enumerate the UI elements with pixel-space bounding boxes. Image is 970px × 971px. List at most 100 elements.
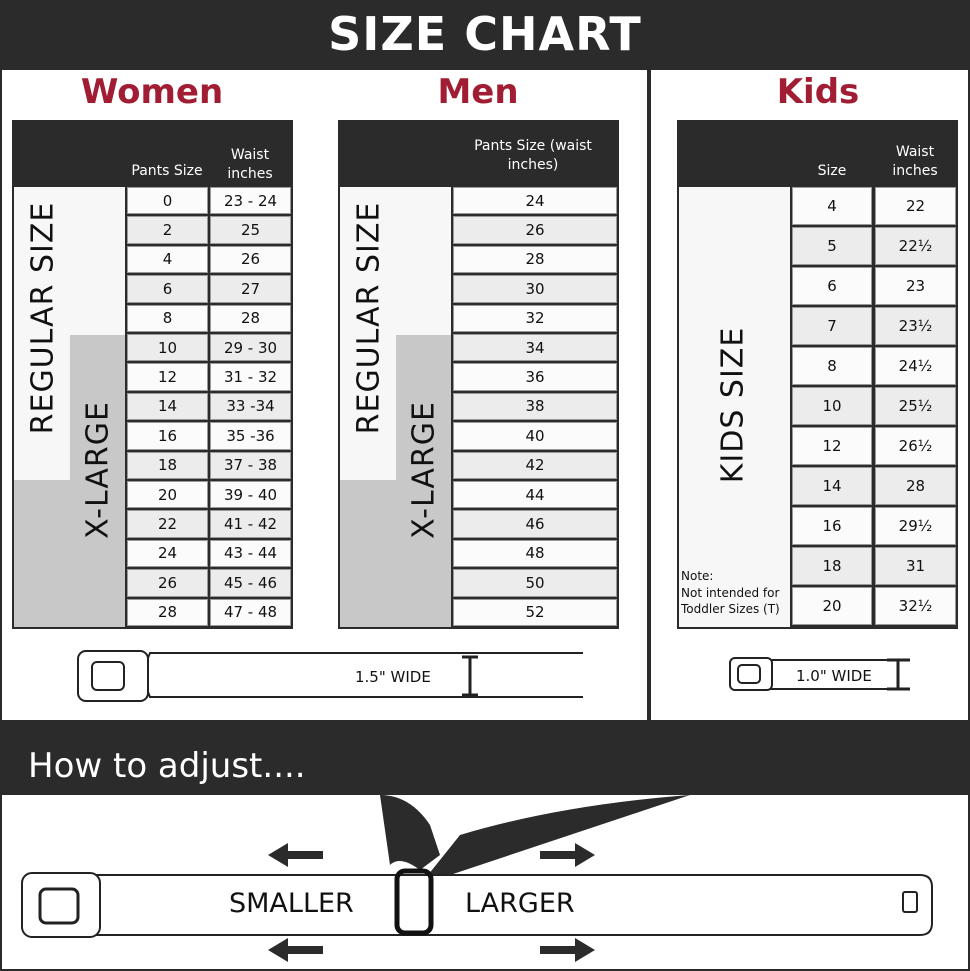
adult-belt-icon — [77, 650, 583, 702]
women-xlarge-label: X-LARGE — [80, 401, 116, 539]
size-cell: 12 — [792, 427, 872, 465]
men-size-header: Pants Size (waist inches) — [474, 138, 592, 173]
size-cell: 42 — [453, 451, 617, 479]
waist-cell: 29 - 30 — [210, 334, 291, 362]
women-regular-label: REGULAR SIZE — [25, 201, 61, 435]
waist-cell: 43 - 44 — [210, 539, 291, 568]
how-to-title: How to adjust.... — [0, 722, 970, 795]
size-cell: 4 — [792, 187, 872, 225]
size-cell: 50 — [453, 569, 617, 597]
waist-cell: 37 - 38 — [210, 451, 291, 479]
waist-cell: 31 - 32 — [210, 363, 291, 391]
size-cell: 24 — [453, 187, 617, 215]
women-title: Women — [80, 72, 224, 112]
waist-cell: 22½ — [875, 227, 956, 265]
adjust-belt-icon — [21, 795, 933, 962]
kids-label-block — [679, 187, 790, 627]
page-title: SIZE CHART — [0, 0, 970, 70]
size-cell: 38 — [453, 392, 617, 421]
size-cell: 46 — [453, 510, 617, 538]
size-cell: 18 — [127, 451, 208, 479]
waist-cell: 23½ — [875, 307, 956, 345]
women-xlarge-block — [70, 335, 125, 627]
waist-cell: 26½ — [875, 427, 956, 465]
kids-note: Not intended for Toddler Sizes (T) — [681, 586, 780, 616]
waist-cell: 28 — [875, 467, 956, 505]
size-cell: 7 — [792, 307, 872, 345]
men-regular-label: REGULAR SIZE — [351, 201, 387, 435]
size-cell: 14 — [127, 392, 208, 421]
size-cell: 24 — [127, 539, 208, 568]
size-cell: 12 — [127, 363, 208, 391]
size-cell: 40 — [453, 422, 617, 450]
men-table: Pants Size (waist inches) REGULAR SIZE X… — [338, 120, 619, 629]
kids-belt-width: 1.0" WIDE — [796, 667, 872, 685]
size-cell: 22 — [127, 510, 208, 538]
waist-cell: 47 - 48 — [210, 598, 291, 626]
size-cell: 30 — [453, 275, 617, 303]
size-cell: 18 — [792, 547, 872, 585]
waist-cell: 32½ — [875, 587, 956, 625]
size-cell: 8 — [127, 304, 208, 332]
size-cell: 48 — [453, 539, 617, 568]
size-cell: 20 — [792, 587, 872, 625]
arrow-icons — [268, 843, 595, 962]
waist-cell: 22 — [875, 187, 956, 225]
larger-label: LARGER — [465, 888, 575, 919]
size-cell: 20 — [127, 481, 208, 509]
waist-cell: 26 — [210, 245, 291, 274]
kids-note-title: Note: — [681, 569, 714, 583]
waist-cell: 31 — [875, 547, 956, 585]
size-cell: 26 — [453, 216, 617, 244]
size-cell: 5 — [792, 227, 872, 265]
women-xlarge-block-lower — [14, 480, 70, 627]
women-size-header: Pants Size — [131, 163, 203, 179]
hand-icon — [380, 795, 440, 870]
waist-cell: 39 - 40 — [210, 481, 291, 509]
size-cell: 14 — [792, 467, 872, 505]
size-cell: 16 — [127, 422, 208, 450]
men-xlarge-block — [396, 335, 451, 627]
waist-cell: 29½ — [875, 507, 956, 545]
waist-cell: 24½ — [875, 347, 956, 385]
size-cell: 10 — [127, 334, 208, 362]
women-table: Pants Size Waist inches REGULAR SIZE X-L… — [12, 120, 293, 629]
how-to-panel — [0, 795, 970, 971]
waist-cell: 23 - 24 — [210, 187, 291, 215]
waist-cell: 28 — [210, 304, 291, 332]
waist-cell: 25½ — [875, 387, 956, 425]
size-cell: 44 — [453, 481, 617, 509]
waist-cell: 27 — [210, 275, 291, 303]
size-cell: 4 — [127, 245, 208, 274]
men-xlarge-block-lower — [340, 480, 396, 627]
women-waist-header: Waist inches — [227, 147, 273, 182]
size-cell: 52 — [453, 598, 617, 626]
size-cell: 28 — [453, 245, 617, 274]
waist-cell: 35 -36 — [210, 422, 291, 450]
size-cell: 28 — [127, 598, 208, 626]
divider — [647, 70, 651, 722]
size-cell: 34 — [453, 334, 617, 362]
kids-size-header: Size — [817, 163, 847, 179]
size-cell: 2 — [127, 216, 208, 244]
size-cell: 26 — [127, 569, 208, 597]
size-cell: 36 — [453, 363, 617, 391]
waist-cell: 33 -34 — [210, 392, 291, 421]
kids-table: Size Waist inches KIDS SIZE Note: Not in… — [677, 120, 958, 629]
men-xlarge-label: X-LARGE — [406, 401, 442, 539]
waist-cell: 41 - 42 — [210, 510, 291, 538]
size-cell: 10 — [792, 387, 872, 425]
size-cell: 6 — [127, 275, 208, 303]
kids-size-label: KIDS SIZE — [715, 326, 751, 484]
size-cell: 6 — [792, 267, 872, 305]
waist-cell: 45 - 46 — [210, 569, 291, 597]
kids-title: Kids — [776, 72, 860, 112]
size-cell: 0 — [127, 187, 208, 215]
kids-waist-header: Waist inches — [892, 144, 938, 179]
waist-cell: 25 — [210, 216, 291, 244]
size-cell: 8 — [792, 347, 872, 385]
size-cell: 32 — [453, 304, 617, 332]
kids-belt-icon — [729, 657, 910, 691]
size-cell: 16 — [792, 507, 872, 545]
smaller-label: SMALLER — [229, 888, 354, 919]
